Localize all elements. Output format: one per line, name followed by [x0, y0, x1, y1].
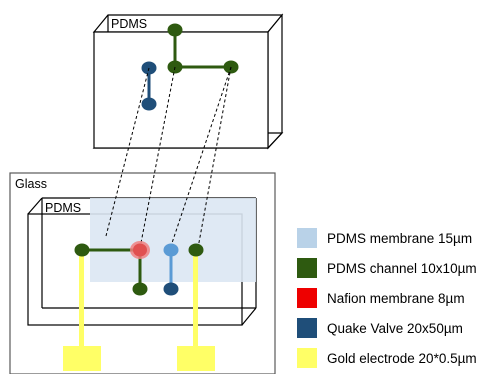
pdms-channel-swatch — [297, 258, 317, 278]
bottom-block-top-left-edge — [27, 197, 43, 215]
legend-item-pdms-membrane: PDMS membrane 15µm — [297, 228, 472, 248]
top-block-front-face — [93, 31, 269, 149]
bottom-channel-port-right — [188, 243, 204, 257]
legend-label: Quake Valve 20x50µm — [327, 320, 463, 336]
bottom-block-label: PDMS — [45, 201, 81, 215]
top-channel-port-top — [167, 23, 183, 37]
top-block-label: PDMS — [111, 17, 147, 31]
legend-item-nafion-membrane: Nafion membrane 8µm — [297, 288, 465, 308]
alignment-line-3 — [170, 66, 232, 247]
quake-valve-swatch — [297, 318, 317, 338]
gold-electrodes — [63, 252, 215, 371]
legend-label: PDMS membrane 15µm — [327, 230, 473, 246]
legend-label: Gold electrode 20*0.5µm — [327, 350, 477, 366]
legend-label: PDMS channel 10x10µm — [327, 260, 477, 276]
top-block-side-face — [267, 13, 283, 150]
gold-electrode-left-lead — [79, 252, 84, 349]
legend-item-pdms-channel: PDMS channel 10x10µm — [297, 258, 477, 278]
gold-electrode-swatch — [297, 348, 317, 368]
bottom-channel — [74, 243, 204, 296]
pdms-membrane-swatch — [297, 228, 317, 248]
nafion-membrane-swatch — [297, 288, 317, 308]
nafion-membrane — [130, 241, 150, 259]
legend-item-gold-electrode: Gold electrode 20*0.5µm — [297, 348, 477, 368]
bottom-block-bottom-right-edge — [241, 307, 257, 326]
bottom-valve-port-bottom — [163, 282, 179, 296]
bottom-valve-port-top — [163, 243, 179, 257]
gold-electrode-left-pad — [63, 346, 101, 371]
alignment-lines — [105, 66, 232, 249]
legend-item-quake-valve: Quake Valve 20x50µm — [297, 318, 463, 338]
gold-electrode-right-pad — [177, 346, 215, 371]
glass-label: Glass — [15, 177, 47, 191]
top-pdms-block — [92, 13, 284, 150]
bottom-channel-port-bottom — [132, 282, 148, 296]
nafion-membrane-core — [133, 243, 147, 257]
bottom-channel-port-left — [74, 243, 90, 257]
bottom-valve — [163, 243, 179, 296]
top-valve-port-bottom — [141, 97, 157, 111]
legend-label: Nafion membrane 8µm — [327, 290, 465, 306]
top-channel — [167, 23, 239, 74]
gold-electrode-right-lead — [193, 252, 198, 349]
alignment-line-1 — [105, 67, 150, 237]
